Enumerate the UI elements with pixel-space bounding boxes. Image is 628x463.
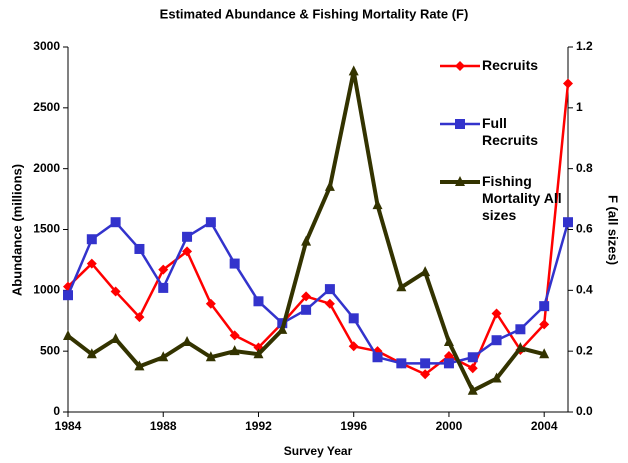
y-tick-label: 3000 <box>33 39 60 53</box>
marker <box>86 348 97 359</box>
y2-tick-label: 0.0 <box>576 404 593 418</box>
marker <box>420 266 431 277</box>
marker <box>563 217 573 228</box>
marker <box>134 312 145 323</box>
marker <box>229 258 240 269</box>
marker <box>110 217 121 228</box>
legend-label: Recruits <box>482 57 539 73</box>
x-tick-label: 1984 <box>55 419 82 433</box>
marker <box>443 336 454 347</box>
marker <box>134 360 145 371</box>
marker <box>205 217 216 228</box>
y-tick-label: 500 <box>40 343 60 357</box>
marker <box>443 358 454 369</box>
marker <box>63 329 73 340</box>
series-line <box>66 220 570 365</box>
marker <box>539 319 550 330</box>
legend-marker <box>455 119 465 129</box>
marker <box>63 290 73 301</box>
marker <box>467 363 478 374</box>
y-tick-label: 1500 <box>33 222 60 236</box>
marker <box>491 308 502 319</box>
marker <box>110 333 121 343</box>
legend-label: Fishing Mortality All sizes <box>482 173 562 223</box>
marker <box>348 65 359 76</box>
marker <box>229 330 240 341</box>
marker <box>253 296 264 307</box>
y2-tick-label: 1 <box>576 100 583 114</box>
y-tick-label: 1000 <box>33 283 60 297</box>
marker <box>301 304 312 315</box>
marker <box>301 291 312 302</box>
marker <box>491 335 502 346</box>
y2-tick-label: 0.2 <box>576 343 593 357</box>
marker <box>253 348 264 359</box>
marker <box>563 78 573 89</box>
y-tick-label: 2000 <box>33 161 60 175</box>
marker <box>491 372 502 383</box>
y-tick-label: 2500 <box>33 100 60 114</box>
marker <box>420 358 431 369</box>
marker <box>158 264 169 275</box>
marker <box>324 284 335 295</box>
y-axis-label: Abundance (millions) <box>9 164 24 296</box>
y2-tick-label: 0.6 <box>576 222 593 236</box>
marker <box>515 324 526 335</box>
marker <box>539 348 550 359</box>
legend-marker <box>455 61 465 71</box>
legend-label: Full Recruits <box>482 115 539 148</box>
marker <box>301 235 312 246</box>
series-line <box>66 69 545 393</box>
y2-tick-label: 0.4 <box>576 283 593 297</box>
legend-marker <box>455 176 465 186</box>
chart-title: Estimated Abundance & Fishing Mortality … <box>160 6 469 21</box>
x-tick-label: 1988 <box>150 419 177 433</box>
marker <box>372 199 383 210</box>
marker <box>324 298 335 309</box>
marker <box>205 351 216 362</box>
y2-tick-label: 0.8 <box>576 161 593 175</box>
y-tick-label: 0 <box>53 404 60 418</box>
marker <box>396 281 407 292</box>
marker <box>86 234 97 245</box>
marker <box>467 352 478 363</box>
x-tick-label: 1996 <box>340 419 367 433</box>
y2-tick-label: 1.2 <box>576 39 593 53</box>
marker <box>539 301 550 312</box>
marker <box>348 341 359 352</box>
x-tick-label: 2004 <box>531 419 558 433</box>
x-tick-label: 1992 <box>245 419 272 433</box>
x-tick-label: 2000 <box>436 419 463 433</box>
marker <box>372 352 383 363</box>
marker <box>420 369 431 380</box>
marker <box>182 246 193 257</box>
marker <box>134 243 145 254</box>
y2-axis-label: F (all sizes) <box>606 195 621 265</box>
marker <box>229 345 240 356</box>
marker <box>348 313 359 324</box>
marker <box>158 351 169 362</box>
marker <box>182 231 193 242</box>
marker <box>324 180 335 191</box>
marker <box>86 258 97 269</box>
marker <box>182 336 193 347</box>
marker <box>515 342 526 353</box>
marker <box>110 286 121 297</box>
x-axis-label: Survey Year <box>284 444 353 458</box>
marker <box>396 358 407 369</box>
marker <box>277 323 288 334</box>
marker <box>205 298 216 309</box>
marker <box>467 384 478 395</box>
marker <box>158 282 169 293</box>
